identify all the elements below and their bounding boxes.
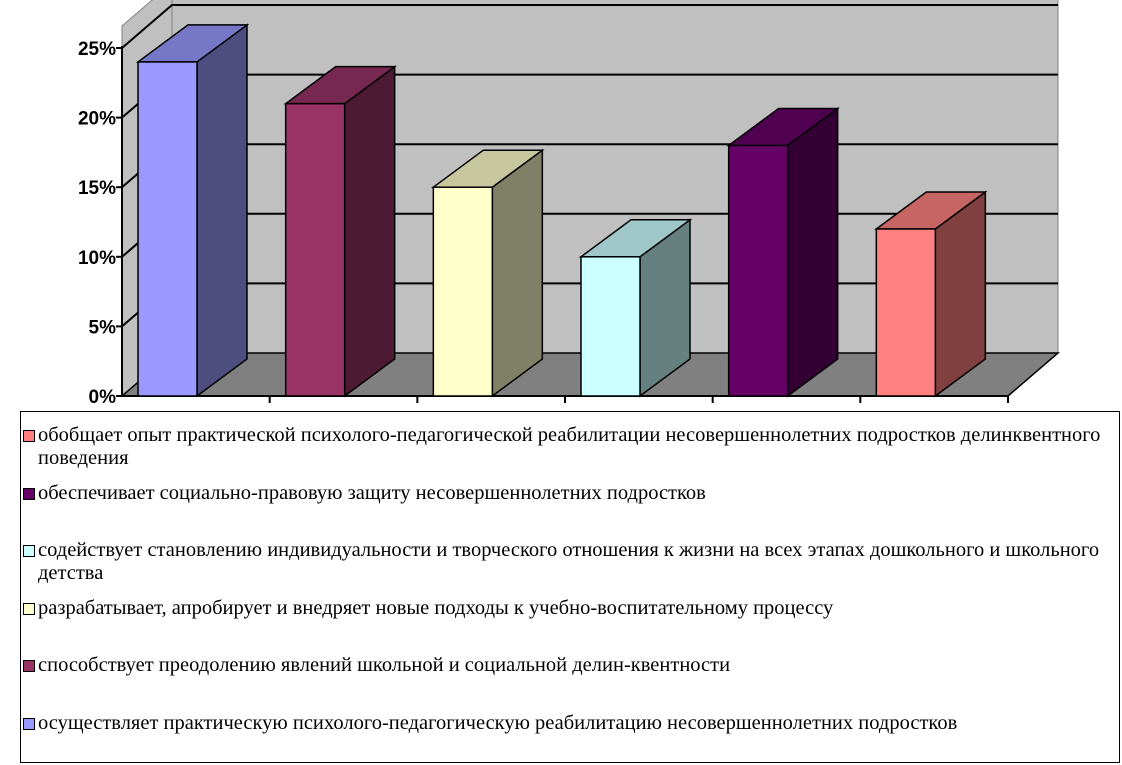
legend-label: разрабатывает, апробирует и внедряет нов… xyxy=(38,597,834,619)
tick-labels: 0% 5% 10% 15% 20% 25% xyxy=(78,39,116,408)
legend-item: разрабатывает, апробирует и внедряет нов… xyxy=(23,597,1117,620)
y-tick-label: 10% xyxy=(78,248,116,269)
gridline-25 xyxy=(121,4,1058,49)
axes xyxy=(116,46,1009,403)
bar-2 xyxy=(283,65,397,398)
legend: обобщает опыт практической психолого-пед… xyxy=(20,411,1120,763)
legend-swatch xyxy=(23,488,35,500)
bar-front xyxy=(284,102,346,397)
legend-item: обобщает опыт практической психолого-пед… xyxy=(23,424,1117,470)
bar-side xyxy=(196,23,248,398)
y-tick-label: 5% xyxy=(89,317,117,338)
legend-label: обеспечивает социально-правовую защиту н… xyxy=(38,482,706,504)
chart-area: 0% 5% 10% 15% 20% 25% xyxy=(78,0,1061,408)
bar-front xyxy=(580,256,641,397)
y-tick-label: 0% xyxy=(89,387,117,408)
y-tick-label: 20% xyxy=(78,109,116,130)
y-tick-label: 25% xyxy=(78,39,116,60)
legend-label: способствует преодолению явлений школьно… xyxy=(38,654,731,676)
legend-swatch xyxy=(23,660,35,672)
bar-1 xyxy=(135,23,250,398)
bars xyxy=(135,23,988,398)
bar-front xyxy=(727,144,789,397)
legend-item: осуществляет практическую психолого-педа… xyxy=(23,712,1117,735)
legend-item: содействует становлению индивидуальности… xyxy=(23,539,1117,585)
bar-6 xyxy=(874,190,988,398)
legend-swatch xyxy=(23,430,35,442)
bar-5 xyxy=(726,106,840,398)
legend-swatch xyxy=(23,545,35,557)
legend-item: способствует преодолению явлений школьно… xyxy=(23,654,1117,677)
bar-4 xyxy=(578,218,693,398)
bar-front xyxy=(432,186,494,397)
bar-chart-3d: 0% 5% 10% 15% 20% 25% xyxy=(78,0,1061,408)
bar-side xyxy=(343,65,396,398)
bar-side xyxy=(491,148,544,398)
y-tick-label: 15% xyxy=(78,178,116,199)
legend-label: содействует становлению индивидуальности… xyxy=(38,539,1100,584)
legend-swatch xyxy=(23,603,35,615)
legend-label: осуществляет практическую психолого-педа… xyxy=(38,712,958,734)
bar-front xyxy=(875,228,937,397)
bar-3 xyxy=(431,148,545,398)
bar-front xyxy=(137,61,198,397)
legend-swatch xyxy=(23,718,35,730)
legend-item: обеспечивает социально-правовую защиту н… xyxy=(23,482,1117,505)
bar-side xyxy=(786,106,839,398)
legend-label: обобщает опыт практической психолого-пед… xyxy=(38,424,1101,469)
